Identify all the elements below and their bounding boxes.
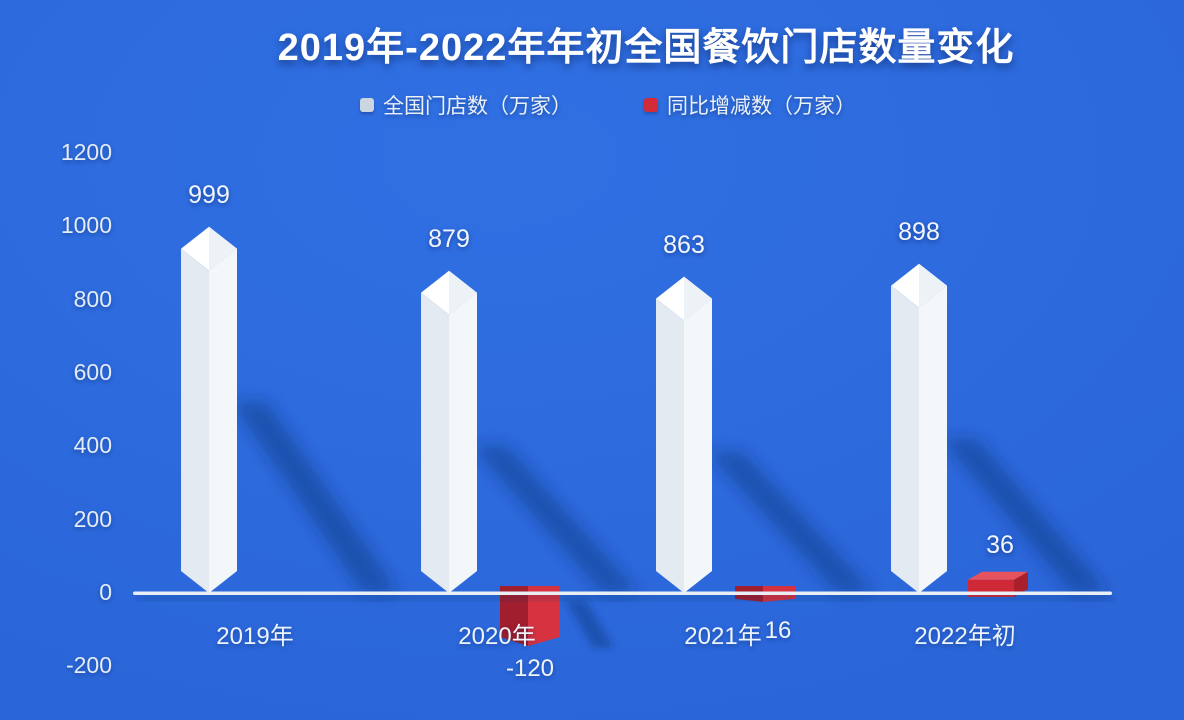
bar-right-face-2022年初 <box>919 285 947 593</box>
bar-left-face-2019年 <box>181 248 209 594</box>
legend-marker-stores-icon <box>360 98 374 112</box>
bar-shadow <box>471 445 639 593</box>
y-axis-tick-800: 800 <box>73 285 112 312</box>
bar-value-label-2020年: 879 <box>428 224 470 253</box>
x-axis-label-2022年初: 2022年初 <box>914 623 1016 650</box>
bar-shadow <box>231 401 399 593</box>
bar-top-shade-2021年 <box>684 276 712 321</box>
red-bar-bright-2020年 <box>528 586 560 647</box>
bar-value-label-2021年: 863 <box>663 230 705 259</box>
y-axis-tick-200: 200 <box>73 505 112 532</box>
y-axis-tick--200: -200 <box>65 652 112 679</box>
bar-shadow <box>706 451 874 593</box>
bar-value-label-2019年: 999 <box>188 180 230 209</box>
y-axis-tick-0: 0 <box>99 579 112 605</box>
x-axis-label-2020年: 2020年 <box>458 623 536 650</box>
red-bar-label-2021年: 16 <box>764 616 792 644</box>
x-axis-label-2021年: 2021年 <box>684 623 762 650</box>
legend-item-yoy-change: 同比增减数（万家） <box>644 90 856 120</box>
bar-left-face-2022年初 <box>891 285 919 593</box>
legend-label-stores: 全国门店数（万家） <box>383 95 572 118</box>
legend-item-stores: 全国门店数（万家） <box>360 90 572 120</box>
bar-right-face-2020年 <box>449 292 477 593</box>
red-bar-top-2022年初 <box>968 571 1028 580</box>
legend: 全国门店数（万家） 同比增减数（万家） <box>360 90 856 120</box>
red-bar-label-2022年初: 36 <box>986 530 1014 559</box>
legend-label-yoy: 同比增减数（万家） <box>667 95 856 118</box>
x-axis-line <box>133 591 1112 595</box>
axis-line-shadow <box>136 596 1112 600</box>
y-axis-tick-400: 400 <box>73 432 112 459</box>
bar-right-face-2021年 <box>684 298 712 593</box>
bar-shadow <box>941 438 1109 593</box>
bar-top-shade-2020年 <box>449 270 477 315</box>
bar-left-face-2020年 <box>421 292 449 593</box>
red-bar-side-2022年初 <box>1014 571 1028 597</box>
bar-left-face-2021年 <box>656 298 684 593</box>
bar-top-shade-2019年 <box>209 226 237 271</box>
bar-right-face-2019年 <box>209 248 237 594</box>
chart-title: 2019年-2022年年初全国餐饮门店数量变化 <box>277 27 1015 69</box>
bar-top-shade-2022年初 <box>919 263 947 308</box>
x-axis-label-2019年: 2019年 <box>216 623 294 650</box>
y-axis-tick-1200: 1200 <box>60 138 112 165</box>
red-bar-label-2020年: -120 <box>505 655 555 682</box>
red-bar-shadow <box>565 600 614 648</box>
y-axis-tick-1000: 1000 <box>60 212 112 239</box>
legend-marker-yoy-icon <box>644 98 658 112</box>
red-bar-dark-2020年 <box>500 586 528 647</box>
y-axis-tick-600: 600 <box>73 358 112 385</box>
bar-value-label-2022年初: 898 <box>898 217 940 246</box>
